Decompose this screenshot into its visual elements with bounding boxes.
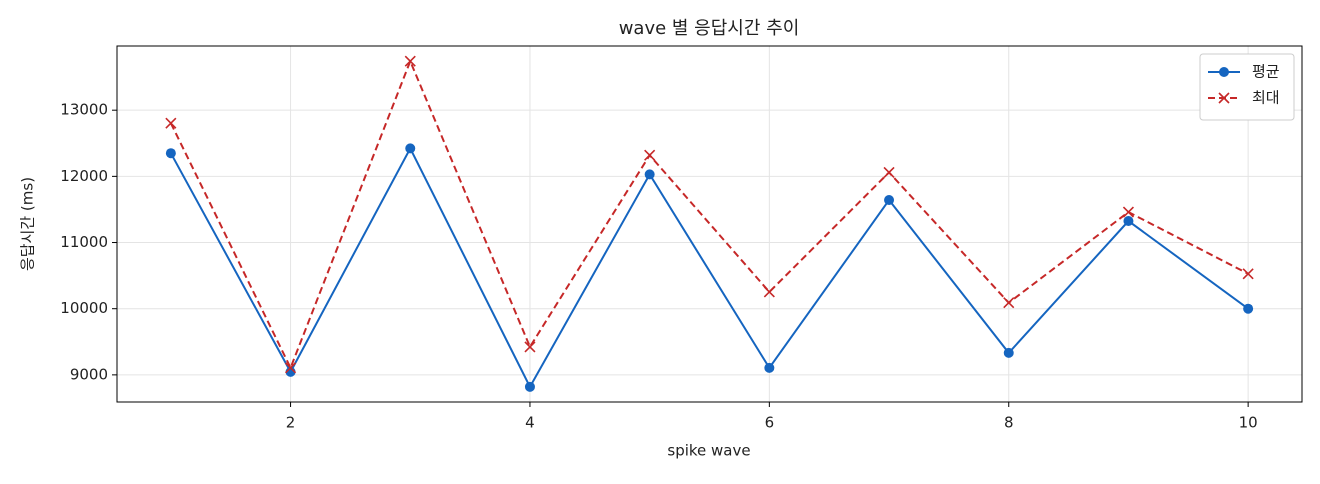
legend-box — [1199, 53, 1295, 121]
point — [165, 117, 177, 129]
y-tick-label: 10000 — [60, 299, 108, 317]
legend-marker — [1218, 92, 1230, 104]
legend-label: 평균 — [1252, 63, 1280, 81]
point — [1122, 206, 1135, 218]
point — [284, 362, 297, 374]
point — [524, 381, 535, 392]
point — [644, 149, 656, 161]
x-tick-label: 8 — [1004, 414, 1014, 432]
series-line — [169, 146, 1249, 389]
point — [1003, 297, 1015, 309]
point — [763, 286, 775, 298]
x-tick-label: 10 — [1239, 414, 1258, 432]
point — [405, 143, 416, 154]
point — [1123, 216, 1134, 227]
x-tick-label: 2 — [286, 414, 296, 432]
point — [764, 362, 775, 373]
point — [524, 341, 536, 353]
x-tick-label: 4 — [525, 414, 535, 432]
point — [644, 169, 655, 180]
chart-title: wave 별 응답시간 추이 — [619, 18, 800, 39]
y-tick-label: 9000 — [70, 365, 108, 383]
legend-label: 최대 — [1252, 89, 1280, 107]
series-line — [169, 58, 1249, 371]
y-tick-label: 11000 — [60, 233, 108, 251]
plot-frame — [116, 45, 1303, 403]
y-tick-label: 13000 — [60, 101, 108, 119]
x-tick-label: 6 — [765, 414, 775, 432]
y-axis-label: 응답시간 (ms) — [19, 177, 37, 271]
point — [1243, 303, 1254, 314]
point — [1003, 347, 1014, 358]
point — [1242, 268, 1254, 280]
y-tick-label: 12000 — [60, 167, 108, 185]
point — [883, 166, 895, 178]
point — [404, 55, 416, 67]
point — [165, 148, 176, 159]
legend-marker — [1219, 67, 1229, 77]
point — [884, 195, 895, 206]
x-axis-label: spike wave — [667, 442, 750, 460]
